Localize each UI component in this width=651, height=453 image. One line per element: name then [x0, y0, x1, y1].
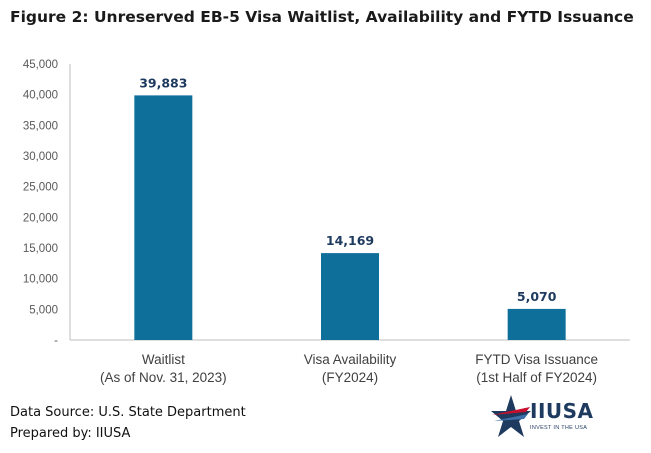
x-axis-labels: Waitlist (As of Nov. 31, 2023) Visa Availa… [100, 352, 598, 385]
y-tick-label: 40,000 [23, 90, 58, 102]
logo-tagline: INVEST IN THE USA [530, 425, 588, 431]
y-tick-label: 10,000 [23, 274, 58, 286]
value-labels: 39,883 14,169 5,070 [139, 75, 557, 304]
y-tick-label: 25,000 [23, 182, 58, 194]
y-tick-label: 20,000 [23, 212, 58, 224]
y-tick-label: 5,000 [29, 304, 58, 316]
x-category-label: (FY2024) [322, 370, 378, 385]
prepared-by-note: Prepared by: IIUSA [10, 426, 131, 441]
bar [134, 95, 193, 340]
y-tick-label: 15,000 [23, 243, 58, 255]
bar-value-label: 39,883 [139, 75, 187, 90]
bar-value-label: 5,070 [517, 289, 557, 304]
bar-value-label: 14,169 [326, 233, 374, 248]
x-category-label: Waitlist [142, 352, 185, 367]
y-tick-label: 35,000 [23, 120, 58, 132]
x-category-label: (As of Nov. 31, 2023) [100, 370, 227, 385]
y-tick-label: - [54, 335, 58, 347]
bar [321, 253, 379, 340]
iiusa-logo: IIUSA INVEST IN THE USA [490, 393, 640, 445]
x-category-label: FYTD Visa Issuance [475, 352, 598, 367]
y-tick-label: 45,000 [23, 59, 58, 71]
bar-chart: - 5,000 10,000 15,000 20,000 25,000 30,000 35,0… [23, 59, 630, 385]
bar [507, 308, 566, 340]
star-icon [491, 395, 531, 437]
data-source-note: Data Source: U.S. State Department [10, 405, 246, 420]
x-category-label: (1st Half of FY2024) [476, 370, 597, 385]
y-axis-labels: - 5,000 10,000 15,000 20,000 25,000 30,000 35,0… [23, 59, 58, 347]
bars [134, 95, 566, 340]
y-tick-label: 30,000 [23, 151, 58, 163]
x-category-label: Visa Availability [304, 352, 397, 367]
chart-title: Figure 2: Unreserved EB-5 Visa Waitlist,… [10, 8, 634, 26]
logo-wordmark: IIUSA [530, 399, 594, 423]
